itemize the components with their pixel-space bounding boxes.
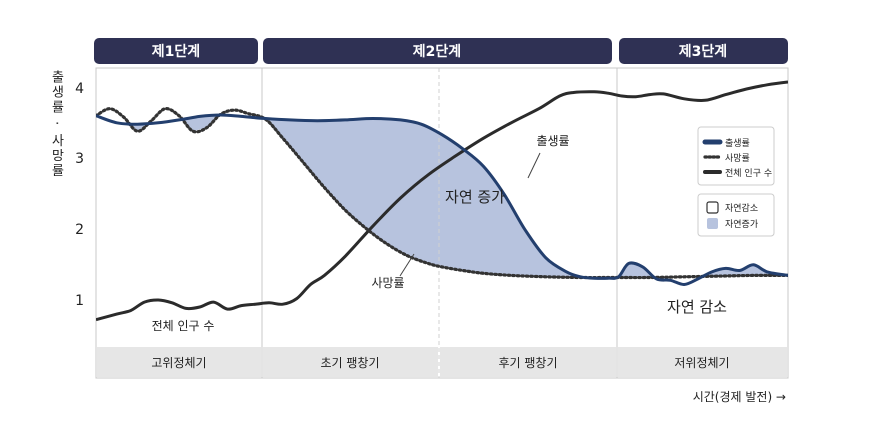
population-line xyxy=(96,80,788,322)
phase-label-4: 저위정체기 xyxy=(674,356,729,370)
stage-3-header: 제3단계 xyxy=(679,43,727,60)
legend: 출생률 사망률 전체 인구 수 자연감소 자연증가 xyxy=(697,126,775,237)
y-tick-4: 4 xyxy=(75,81,84,97)
stage-1-header: 제1단계 xyxy=(152,43,200,60)
legend-birth-label: 출생률 xyxy=(725,138,750,149)
annotation-population: 전체 인구 수 xyxy=(152,319,215,333)
legend-decrease-label: 자연감소 xyxy=(725,202,758,214)
legend-increase-label: 자연증가 xyxy=(725,219,758,230)
stage-2-header-bg xyxy=(263,38,612,64)
phase-label-3: 후기 팽창기 xyxy=(498,356,557,370)
phase-bar: 고위정체기 초기 팽창기 후기 팽창기 저위정체기 xyxy=(97,347,787,377)
natural-increase-area xyxy=(132,115,783,278)
death-rate-leader xyxy=(399,253,415,277)
annotation-natural-increase: 자연 증가 xyxy=(445,188,505,206)
phase-label-2: 초기 팽창기 xyxy=(320,356,379,370)
phase-label-1: 고위정체기 xyxy=(151,356,206,370)
annotation-natural-decrease: 자연 감소 xyxy=(667,298,727,316)
stage-2-header: 제2단계 xyxy=(413,43,461,60)
legend-population-label: 전체 인구 수 xyxy=(725,168,772,179)
phase-cell-2 xyxy=(263,347,438,377)
legend-death-label: 사망률 xyxy=(725,153,750,164)
birth-rate-leader xyxy=(527,152,541,179)
stage-headers: 제1단계 제2단계 제3단계 xyxy=(94,38,788,64)
annotations: 자연 증가 자연 감소 출생률 사망률 전체 인구 수 xyxy=(152,134,728,333)
y-axis-label: 출생률 · 사망률 xyxy=(49,70,64,178)
phase-cell-1 xyxy=(97,347,261,377)
birth-rate-line xyxy=(96,113,788,287)
annotation-birth-rate: 출생률 xyxy=(536,134,569,148)
phase-cell-3 xyxy=(440,347,616,377)
y-tick-2: 2 xyxy=(75,222,84,238)
phase-cell-4 xyxy=(618,347,787,377)
y-tick-1: 1 xyxy=(75,293,84,309)
x-axis-label: 시간(경제 발전) → xyxy=(693,390,786,404)
stage-1-header-bg xyxy=(94,38,258,64)
stage-3-header-bg xyxy=(619,38,788,64)
legend-decrease-swatch xyxy=(706,201,719,214)
annotation-death-rate: 사망률 xyxy=(371,276,404,290)
y-tick-3: 3 xyxy=(75,151,84,167)
legend-increase-swatch xyxy=(707,218,718,229)
y-axis: 1 2 3 4 출생률 · 사망률 xyxy=(49,70,85,309)
